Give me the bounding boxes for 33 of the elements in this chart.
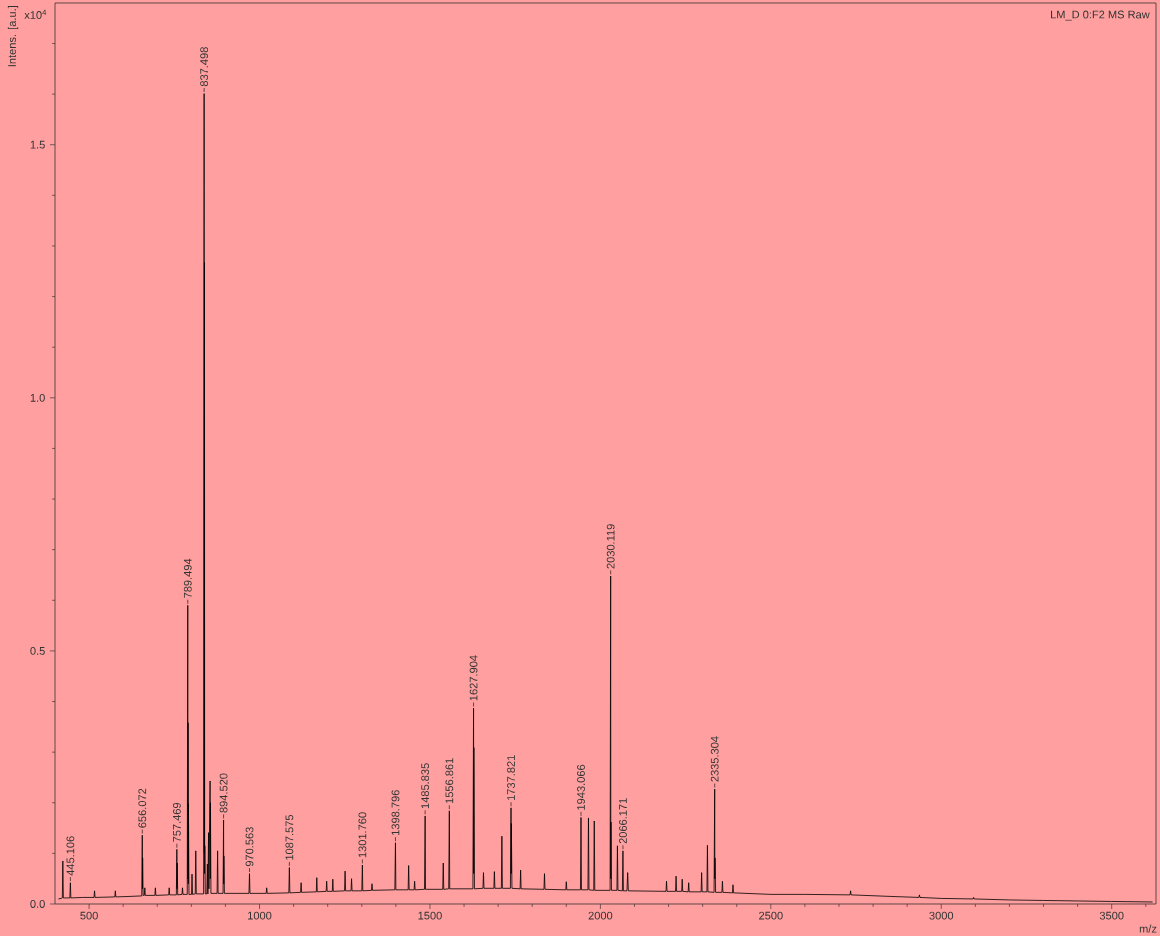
annotation: 894.520 xyxy=(219,773,228,813)
x-tick-label: 3500 xyxy=(1099,911,1124,920)
x-axis-title: m/z xyxy=(1139,924,1157,933)
annotation: 445.106 xyxy=(66,836,75,876)
x-tick-label: 1500 xyxy=(418,911,442,920)
annotation: 789.494 xyxy=(183,558,192,598)
text: x10$^{4}$ xyxy=(24,9,47,19)
annotation: 1485.835 xyxy=(421,763,430,809)
annotation: 970.563 xyxy=(245,827,254,867)
annotation: 656.072 xyxy=(138,788,147,828)
annotation: 2066.171 xyxy=(619,798,627,844)
annotation: 757.469 xyxy=(172,802,181,842)
annotation: 1943.066 xyxy=(577,764,585,810)
x-tick-label: 2500 xyxy=(759,911,783,920)
y-tick-label: 1.5 xyxy=(30,140,45,149)
x-tick-label: 2000 xyxy=(588,911,613,920)
annotation: 2030.119 xyxy=(606,524,615,569)
annotation: 1398.796 xyxy=(391,790,400,835)
annotation: 1737.821 xyxy=(507,755,515,801)
annotation: 2335.304 xyxy=(710,736,719,782)
x-tick-label: 1000 xyxy=(248,911,272,920)
y-tick-label: 0.5 xyxy=(30,647,45,655)
y-tick-label: 0.0 xyxy=(30,900,45,908)
annotation: 1627.904 xyxy=(469,655,478,701)
annotation: 1556.861 xyxy=(445,758,454,804)
y-axis-title: Intens. [a.u.] xyxy=(7,6,19,67)
y-tick-label: 1.0 xyxy=(30,393,45,402)
x-tick-label: 3000 xyxy=(929,911,954,920)
annotation: 1087.575 xyxy=(285,814,294,860)
annotation: 837.498 xyxy=(200,47,209,87)
x-tick-label: 500 xyxy=(80,911,98,920)
text: LM_D 0:F2 MS Raw xyxy=(1051,10,1150,21)
annotation: 1301.760 xyxy=(358,812,367,858)
